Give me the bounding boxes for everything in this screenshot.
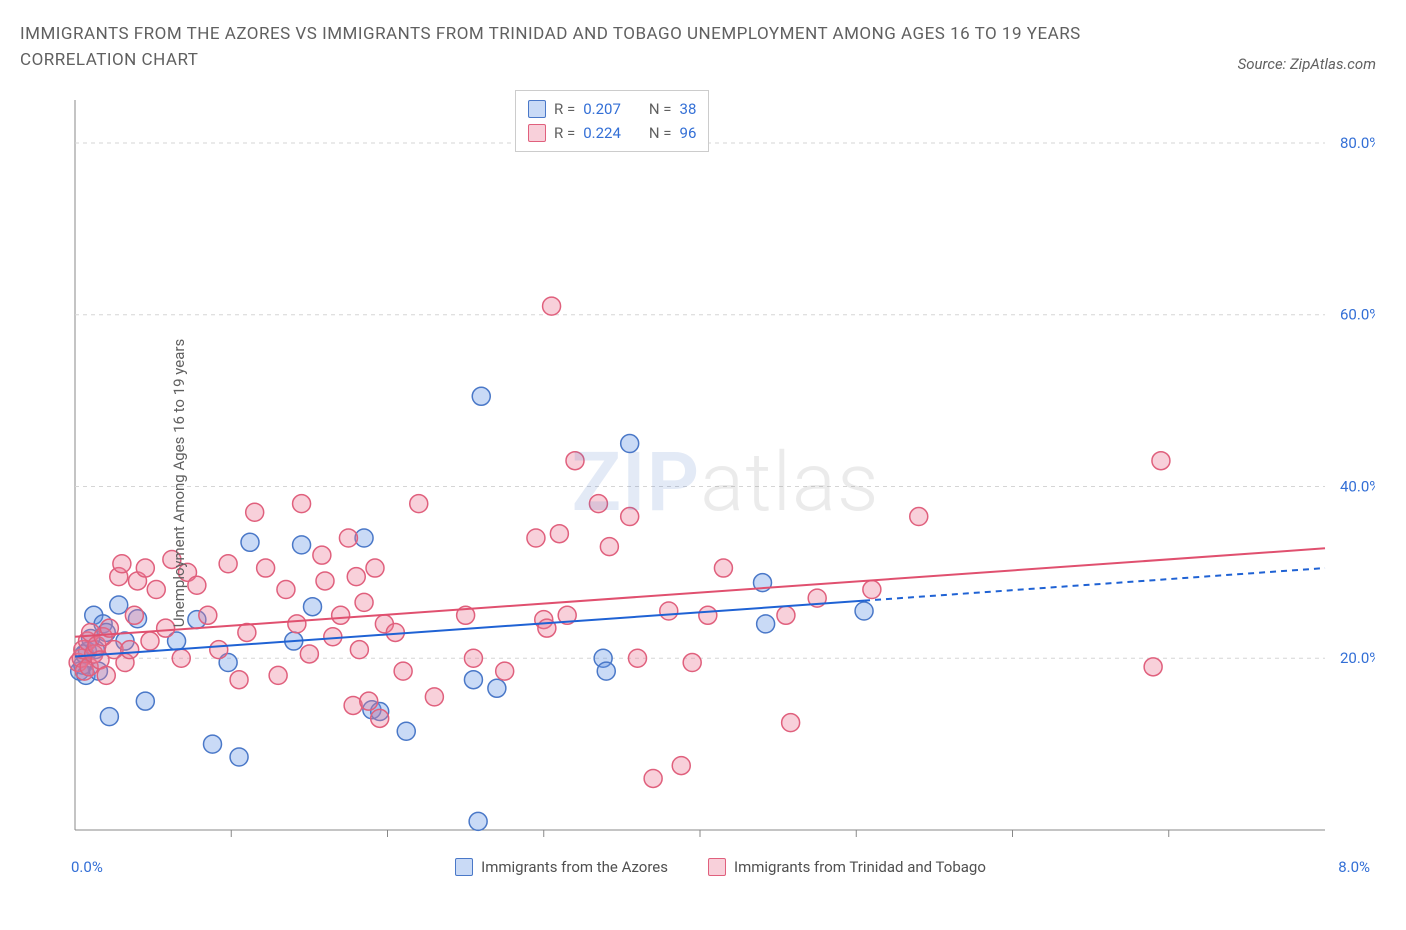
- series-legend: Immigrants from the Azores Immigrants fro…: [103, 858, 1338, 876]
- x-axis-min-label: 0.0%: [71, 858, 103, 876]
- legend-row-azores: R = 0.207 N = 38: [528, 97, 696, 121]
- legend-N-eq: N =: [649, 97, 672, 121]
- x-axis-row: 0.0% Immigrants from the AzoresImmigrant…: [65, 858, 1386, 876]
- legend-swatch-azores: [528, 100, 546, 118]
- legend-row-trinidad: R = 0.224 N = 96: [528, 121, 696, 145]
- legend-R-val-trinidad: 0.224: [583, 121, 621, 145]
- series-legend-swatch-trinidad: [708, 858, 726, 876]
- series-legend-label-azores: Immigrants from the Azores: [481, 858, 668, 876]
- series-legend-item-trinidad: Immigrants from Trinidad and Tobago: [708, 858, 986, 876]
- chart-area: Unemployment Among Ages 16 to 19 years 2…: [65, 90, 1386, 876]
- correlation-legend-box: R = 0.207 N = 38 R = 0.224 N = 96: [515, 90, 709, 152]
- legend-R-val-azores: 0.207: [583, 97, 621, 121]
- legend-N-val-azores: 38: [680, 97, 697, 121]
- legend-N-eq: N =: [649, 121, 672, 145]
- chart-source: Source: ZipAtlas.com: [1238, 55, 1376, 73]
- x-axis-max-label: 8.0%: [1338, 858, 1370, 876]
- y-axis-label: Unemployment Among Ages 16 to 19 years: [170, 339, 188, 627]
- svg-text:40.0%: 40.0%: [1340, 478, 1375, 496]
- legend-R-eq: R =: [554, 121, 575, 145]
- svg-text:80.0%: 80.0%: [1340, 134, 1375, 152]
- series-legend-label-trinidad: Immigrants from Trinidad and Tobago: [734, 858, 986, 876]
- legend-R-eq: R =: [554, 97, 575, 121]
- svg-text:20.0%: 20.0%: [1340, 650, 1375, 668]
- scatter-chart-svg: 20.0% 40.0% 60.0% 80.0%: [65, 90, 1375, 850]
- chart-main-title: IMMIGRANTS FROM THE AZORES VS IMMIGRANTS…: [20, 18, 1386, 50]
- svg-text:60.0%: 60.0%: [1340, 306, 1375, 324]
- chart-title-block: IMMIGRANTS FROM THE AZORES VS IMMIGRANTS…: [20, 18, 1386, 70]
- series-legend-swatch-azores: [455, 858, 473, 876]
- legend-swatch-trinidad: [528, 124, 546, 142]
- chart-subtitle: CORRELATION CHART: [20, 50, 1386, 70]
- series-legend-item-azores: Immigrants from the Azores: [455, 858, 668, 876]
- legend-N-val-trinidad: 96: [680, 121, 697, 145]
